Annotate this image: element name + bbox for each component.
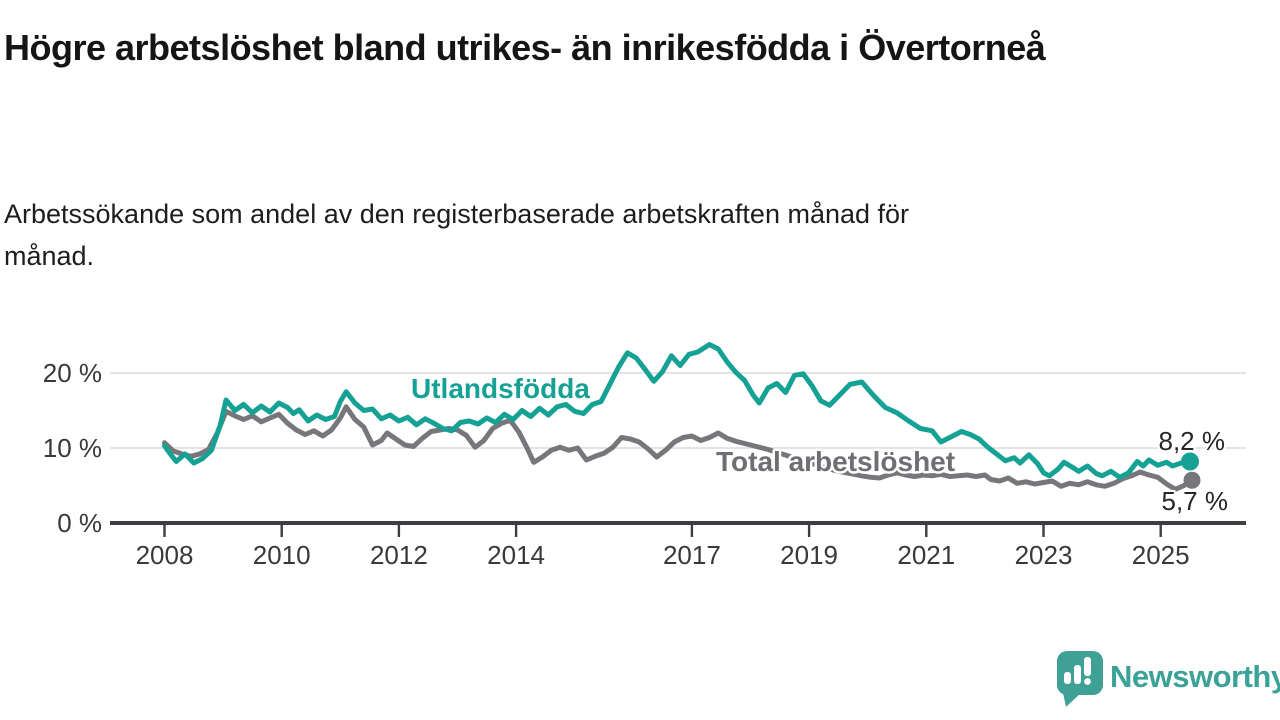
x-tick-label: 2012 — [370, 540, 428, 570]
series-label-total-arbetsloshet: Total arbetslöshet — [716, 446, 955, 477]
series-label-utlandsfodda: Utlandsfödda — [411, 373, 590, 404]
y-tick-label: 20 % — [43, 358, 102, 388]
y-tick-label: 10 % — [43, 433, 102, 463]
endpoint-dot-utlandsfodda — [1181, 452, 1199, 471]
x-tick-label: 2010 — [253, 540, 311, 570]
newsworthy-logo: Newsworthy — [1057, 651, 1280, 707]
x-tick-label: 2017 — [663, 540, 721, 570]
page-title: Högre arbetslöshet bland utrikes- än inr… — [4, 27, 1046, 68]
x-tick-label: 2014 — [487, 540, 545, 570]
x-tick-label: 2025 — [1132, 540, 1190, 570]
series-line-total-arbetsloshet — [162, 404, 1193, 492]
newsworthy-speech-bubble-bar-chart-icon — [1057, 651, 1103, 707]
x-tick-label: 2008 — [136, 540, 194, 570]
chart-subtitle: Arbetssökande som andel av den registerb… — [4, 199, 910, 271]
endpoint-dot-total-arbetsloshet — [1183, 471, 1201, 489]
y-tick-label: 0 % — [57, 508, 102, 538]
x-axis: 2008 2010 2012 2014 2017 2019 2021 2023 2025 — [110, 521, 1246, 570]
brand-name: Newsworthy — [1110, 659, 1280, 694]
series-line-utlandsfodda — [162, 342, 1193, 480]
gridlines: 0 % 10 % 20 % — [43, 358, 1246, 538]
end-value-total-arbetsloshet: 5,7 % — [1162, 486, 1229, 516]
end-value-utlandsfodda: 8,2 % — [1159, 426, 1226, 456]
x-tick-label: 2021 — [897, 540, 955, 570]
x-tick-label: 2023 — [1015, 540, 1073, 570]
x-tick-label: 2019 — [780, 540, 838, 570]
